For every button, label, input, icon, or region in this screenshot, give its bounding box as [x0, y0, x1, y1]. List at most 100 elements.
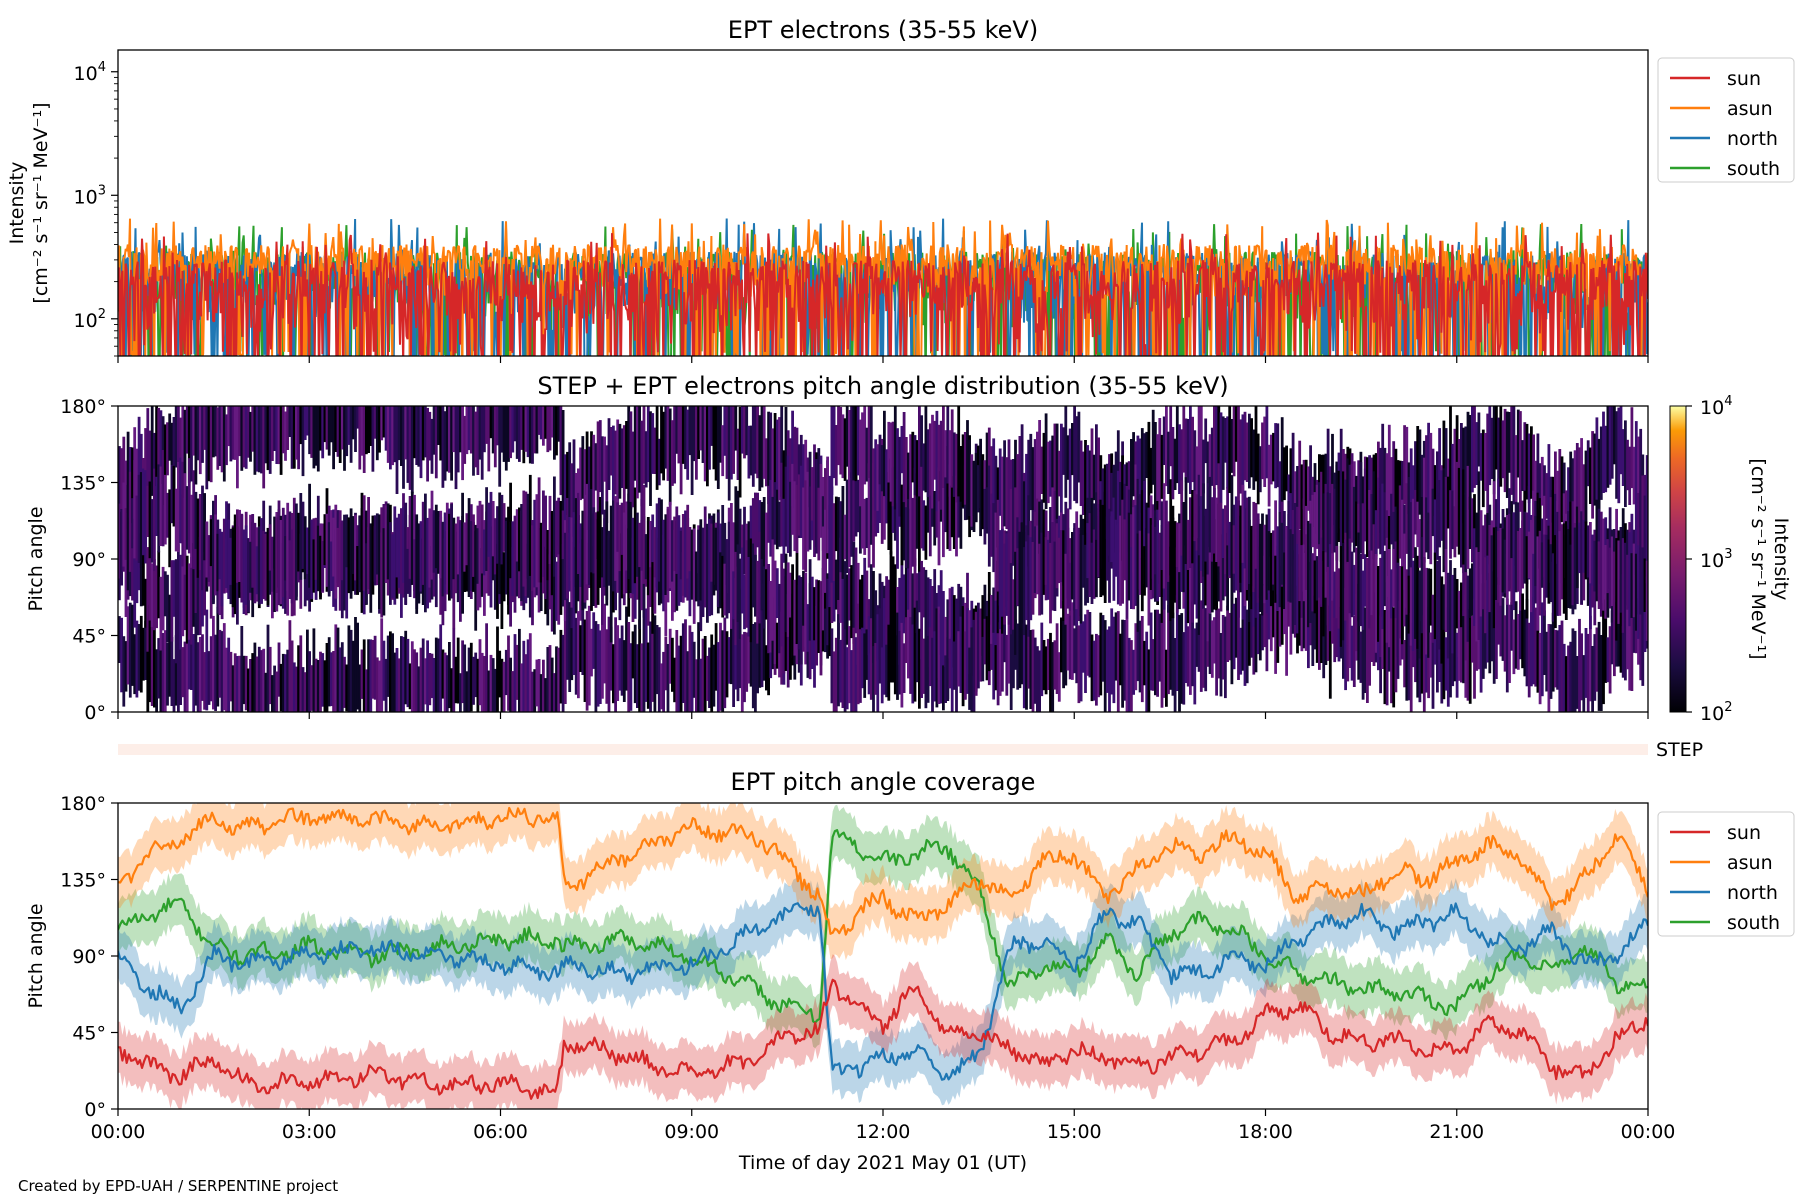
pad-cell-sun — [1184, 601, 1188, 683]
pad-cell-south — [214, 514, 217, 596]
pad-cell-north — [784, 466, 788, 547]
pad-cell-north — [528, 538, 532, 618]
pad-cell-sun — [432, 658, 436, 712]
pad-cell-sun — [1621, 626, 1625, 678]
pad-cell-north — [915, 600, 919, 683]
pad-cell-sun — [939, 570, 943, 655]
pad-cell-south — [135, 495, 139, 561]
pad-cell-sun — [249, 659, 252, 712]
pad-cell-asun — [1075, 416, 1079, 504]
pad-cell-south — [343, 514, 346, 611]
pad-cell-sun — [1165, 649, 1168, 707]
pad-cell-sun — [413, 649, 416, 712]
pad-cell-south — [1193, 490, 1197, 542]
pad-cell-north — [1191, 560, 1194, 623]
pad-cell-asun — [601, 436, 604, 515]
pad-cell-north — [773, 482, 777, 545]
pad-cell-south — [861, 412, 864, 477]
pad-cell-north — [1221, 534, 1225, 601]
pad-cell-south — [612, 500, 615, 592]
pad-cell-asun — [920, 466, 923, 549]
pad-cell-north — [1484, 514, 1487, 567]
pad-cell-north — [1436, 489, 1439, 560]
pad-cell-asun — [1001, 456, 1004, 538]
pad-cell-sun — [727, 637, 731, 684]
pad-cell-asun — [463, 415, 467, 464]
pad-cell-south — [467, 498, 471, 566]
pad-cell-south — [904, 437, 908, 508]
pad-cell-south — [751, 543, 755, 608]
pad-cell-asun — [303, 406, 307, 440]
pad-cell-asun — [911, 497, 915, 567]
pad-cell-north — [957, 631, 961, 687]
pad-cell-sun — [268, 646, 272, 705]
pad-cell-sun — [1569, 641, 1573, 712]
pad-cell-sun — [719, 622, 722, 711]
pad-cell-south — [1606, 539, 1610, 594]
pad-cell-south — [570, 517, 574, 608]
pad-cell-sun — [1335, 588, 1339, 658]
pad-cell-asun — [660, 406, 663, 474]
pad-cell-sun — [677, 645, 681, 712]
pad-cell-south — [340, 520, 344, 581]
pad-cell-south — [410, 491, 414, 585]
pad-cell-asun — [955, 475, 958, 557]
pad-cell-asun — [627, 406, 631, 504]
pad-cell-sun — [695, 659, 698, 712]
pad-cell-south — [1385, 537, 1389, 643]
pad-cell-asun — [526, 406, 530, 458]
panel2-title: STEP + EPT electrons pitch angle distrib… — [537, 372, 1228, 400]
pad-cell-south — [631, 517, 635, 594]
pad-cell-sun — [834, 559, 838, 610]
pad-cell-south — [1348, 538, 1352, 614]
pad-cell-sun — [378, 660, 381, 712]
pad-cell-asun — [773, 413, 777, 500]
pad-cell-asun — [1226, 416, 1229, 489]
pad-cell-asun — [1088, 450, 1092, 530]
pad-cell-south — [1280, 522, 1284, 585]
pad-cell-asun — [1219, 412, 1223, 504]
pad-cell-sun — [1230, 587, 1234, 685]
pad-cell-sun — [408, 663, 412, 710]
pad-cell-asun — [1545, 473, 1549, 519]
pad-cell-asun — [131, 447, 134, 524]
pad-cell-south — [1241, 484, 1245, 563]
pad-cell-south — [909, 434, 912, 509]
pad-cell-south — [605, 501, 609, 606]
pad-cell-sun — [1202, 608, 1205, 688]
panel-pitch-angle-coverage: EPT pitch angle coverage 0°45°90°135°180… — [25, 768, 1795, 1174]
pad-cell-sun — [1182, 632, 1186, 705]
pad-cell-sun — [1466, 609, 1470, 701]
pad-cell-north — [944, 655, 947, 703]
pad-cell-asun — [1213, 406, 1216, 508]
pad-cell-south — [537, 477, 541, 583]
pad-cell-north — [869, 618, 873, 700]
pad-cell-sun — [1156, 609, 1159, 697]
pad-cell-asun — [675, 406, 679, 454]
pad-cell-south — [1092, 529, 1096, 599]
pad-cell-north — [1510, 501, 1514, 589]
pad-cell-sun — [723, 617, 727, 709]
pad-cell-sun — [1044, 646, 1048, 695]
pad-cell-sun — [507, 635, 510, 711]
pad-cell-south — [1342, 542, 1345, 641]
pad-cell-asun — [515, 406, 519, 459]
pad-cell-north — [1394, 506, 1398, 552]
pad-cell-south — [284, 536, 287, 581]
pad-cell-asun — [570, 463, 574, 528]
y-tick-label: 135° — [60, 473, 106, 495]
pad-cell-north — [1449, 490, 1452, 559]
pad-cell-asun — [583, 449, 587, 539]
pad-cell-sun — [1357, 583, 1361, 680]
pad-cell-north — [135, 528, 139, 604]
pad-cell-sun — [686, 651, 690, 712]
pad-cell-south — [1411, 560, 1415, 651]
pad-cell-sun — [706, 655, 709, 701]
pad-cell-north — [974, 611, 978, 696]
pad-cell-sun — [622, 640, 626, 702]
pad-cell-sun — [869, 564, 873, 654]
pad-cell-north — [1414, 490, 1417, 535]
pad-cell-asun — [321, 406, 325, 459]
pad-cell-asun — [1597, 438, 1601, 516]
pad-cell-sun — [942, 591, 945, 666]
